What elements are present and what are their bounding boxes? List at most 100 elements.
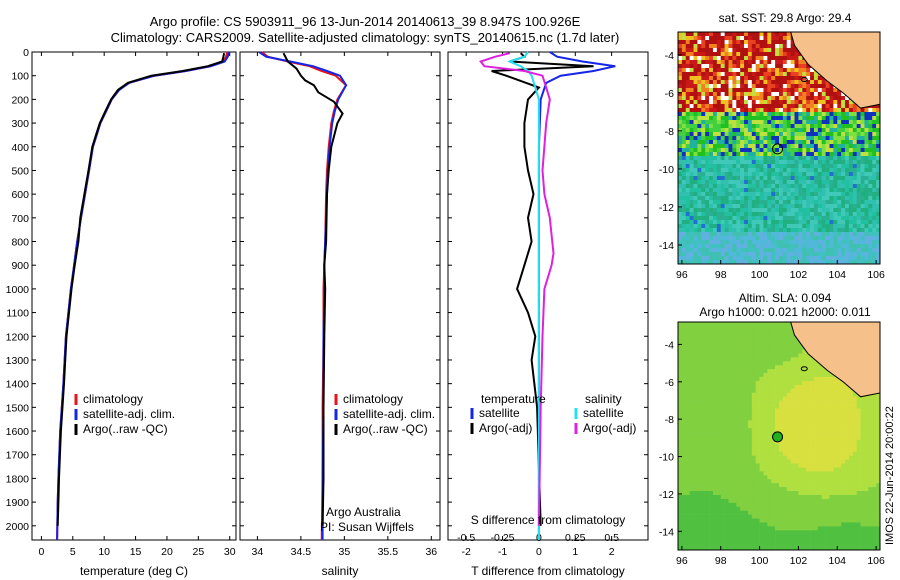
- map-cell: [833, 392, 838, 397]
- map-cell: [716, 232, 722, 237]
- map-cell: [845, 108, 850, 113]
- map-cell: [767, 228, 772, 233]
- map-cell: [747, 212, 753, 217]
- map-cell: [755, 404, 760, 409]
- map-cell: [876, 176, 881, 181]
- map-cell: [744, 204, 749, 209]
- map-cell: [771, 152, 776, 157]
- map-cell: [829, 132, 834, 137]
- map-cell: [852, 176, 857, 181]
- map-cell: [705, 224, 710, 229]
- map-cell: [697, 228, 702, 233]
- map-cell: [724, 164, 729, 169]
- map-cell: [728, 396, 733, 401]
- map-cell: [724, 200, 729, 205]
- map-cell: [678, 329, 683, 335]
- map-cell: [825, 192, 830, 197]
- map-cell: [759, 148, 764, 153]
- map-cell: [876, 140, 881, 145]
- map-cell: [794, 120, 799, 125]
- map-cell: [755, 64, 760, 69]
- map-cell: [705, 100, 710, 105]
- map-cell: [712, 361, 718, 366]
- map-cell: [779, 180, 784, 185]
- map-cell: [736, 136, 741, 141]
- map-cell: [724, 80, 729, 85]
- map-cell: [681, 200, 687, 205]
- map-cell: [736, 357, 741, 362]
- map-cell: [709, 436, 714, 441]
- map-cell: [794, 404, 799, 409]
- map-cell: [685, 365, 690, 370]
- map-cell: [872, 392, 877, 397]
- map-cell: [782, 216, 788, 221]
- map-cell: [806, 373, 811, 378]
- map-cell: [872, 220, 877, 225]
- map-cell: [744, 337, 749, 342]
- map-cell: [693, 345, 698, 350]
- map-cell: [798, 396, 803, 401]
- x-tick-label: 34.5: [291, 546, 312, 558]
- map-cell: [712, 140, 718, 145]
- map-cell: [712, 184, 718, 189]
- map-cell: [782, 329, 788, 335]
- map-cell: [868, 168, 873, 173]
- map-cell: [724, 420, 729, 425]
- map-cell: [712, 412, 718, 417]
- map-cell: [845, 447, 850, 453]
- map-cell: [751, 349, 756, 354]
- map-cell: [736, 228, 741, 233]
- map-cell: [724, 388, 729, 394]
- map-cell: [771, 192, 776, 197]
- map-cell: [821, 416, 826, 421]
- map-cell: [712, 224, 718, 229]
- map-cell: [848, 136, 854, 141]
- map-cell: [716, 252, 722, 257]
- map-cell: [689, 424, 694, 429]
- map-cell: [868, 128, 873, 133]
- map-cell: [744, 180, 749, 185]
- map-cell: [829, 252, 834, 257]
- map-cell: [720, 232, 725, 237]
- map-cell: [767, 353, 772, 358]
- map-cell: [837, 188, 842, 193]
- map-cell: [771, 116, 776, 121]
- map-cell: [755, 365, 760, 370]
- map-cell: [685, 192, 690, 197]
- map-cell: [685, 380, 690, 386]
- map-cell: [693, 140, 698, 145]
- map-cell: [716, 325, 722, 331]
- map-cell: [678, 124, 683, 129]
- map-cell: [825, 252, 830, 257]
- map-cell: [759, 380, 764, 386]
- map-cell: [740, 424, 745, 429]
- map-cell: [775, 172, 780, 177]
- map-cell: [790, 341, 795, 346]
- map-cell: [833, 260, 838, 265]
- map-cell: [732, 420, 737, 425]
- map-cell: [763, 232, 768, 237]
- map-cell: [685, 104, 690, 109]
- map-cell: [821, 424, 826, 429]
- map-cell: [720, 404, 725, 409]
- map-cell: [876, 424, 881, 429]
- map-cell: [825, 160, 830, 165]
- map-cell: [810, 380, 815, 386]
- map-cell: [767, 48, 772, 53]
- legend-label: climatology: [83, 392, 143, 406]
- map-cell: [852, 180, 857, 185]
- map-cell: [709, 216, 714, 221]
- map-cell: [681, 40, 687, 45]
- map-cell: [771, 212, 776, 217]
- map-cell: [876, 144, 881, 149]
- map-cell: [821, 92, 826, 97]
- map-cell: [751, 176, 756, 181]
- map-cell: [790, 188, 795, 193]
- map-cell: [813, 377, 819, 382]
- map-cell: [728, 236, 733, 241]
- map-cell: [813, 144, 819, 149]
- map-cell: [705, 345, 710, 350]
- map-cell: [817, 412, 823, 417]
- map-cell: [845, 96, 850, 101]
- map-cell: [771, 96, 776, 101]
